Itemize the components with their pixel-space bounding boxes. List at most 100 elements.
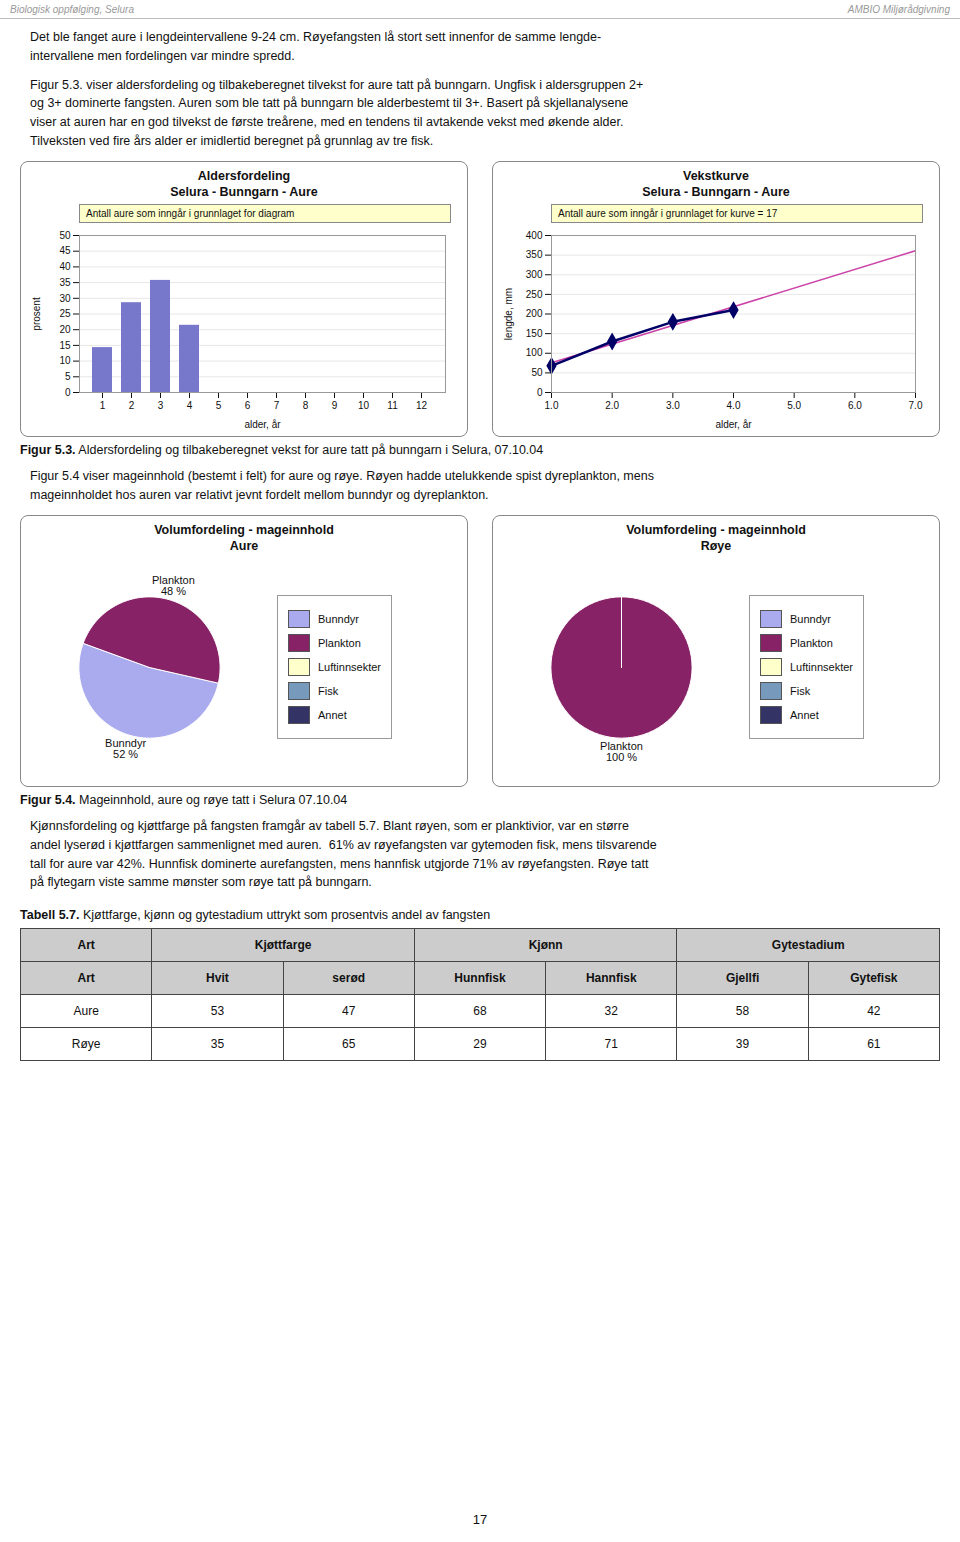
svg-text:1: 1 xyxy=(100,400,106,411)
svg-text:lengde, mm: lengde, mm xyxy=(503,288,514,340)
svg-text:400: 400 xyxy=(526,230,543,241)
html-text:Volumfordeling - mageinnhold: Volumfordeling - mageinnhold xyxy=(154,522,334,537)
svg-text:35: 35 xyxy=(59,277,71,288)
html-text:Kjøttfarge: Kjøttfarge xyxy=(254,938,312,952)
svg-text:50: 50 xyxy=(59,230,71,241)
svg-text:45: 45 xyxy=(59,245,71,256)
svg-text:10: 10 xyxy=(358,400,370,411)
html-text:42: 42 xyxy=(867,1004,881,1018)
svg-text:8: 8 xyxy=(303,400,309,411)
html-text:29: 29 xyxy=(473,1037,487,1051)
html-text:58: 58 xyxy=(735,1004,750,1018)
html-text:Tabell 5.7. Kjøttfarge, kjønn: Tabell 5.7. Kjøttfarge, kjønn og gytesta… xyxy=(20,908,491,922)
svg-text:200: 200 xyxy=(526,308,543,319)
html-text:Art: Art xyxy=(77,938,95,952)
svg-text:0: 0 xyxy=(65,387,71,398)
svg-text:alder, år: alder, år xyxy=(244,419,281,430)
svg-text:4: 4 xyxy=(187,400,193,411)
html-text:Gytestadium: Gytestadium xyxy=(771,938,845,952)
svg-text:350: 350 xyxy=(526,249,543,260)
html-text:Figur 5.4. Mageinnhold, aure o: Figur 5.4. Mageinnhold, aure og røye tat… xyxy=(20,793,348,807)
html-text:Gytefisk: Gytefisk xyxy=(850,971,898,985)
html-text:Kjønnsfordeling og kjøttfarge: Kjønnsfordeling og kjøttfarge på fangste… xyxy=(30,819,657,890)
html-text:Figur 5.3. viser aldersfordeli: Figur 5.3. viser aldersfordeling og tilb… xyxy=(30,77,644,148)
html-text:35: 35 xyxy=(210,1037,225,1051)
svg-text:12: 12 xyxy=(416,400,428,411)
svg-text:9: 9 xyxy=(332,400,338,411)
html-text:39: 39 xyxy=(735,1037,750,1051)
svg-text:5: 5 xyxy=(216,400,222,411)
svg-text:40: 40 xyxy=(59,261,71,272)
html-text:Det ble fanget aure i lengdein: Det ble fanget aure i lengdeintervallene… xyxy=(30,30,602,63)
svg-text:50: 50 xyxy=(531,367,543,378)
svg-text:6.0: 6.0 xyxy=(848,400,862,411)
html-text:Figur 5.3. Aldersfordeling og: Figur 5.3. Aldersfordeling og tilbakeber… xyxy=(20,443,544,457)
html-text:Fisk: Fisk xyxy=(318,685,339,697)
html-text:Aure: Aure xyxy=(73,1004,99,1018)
svg-text:15: 15 xyxy=(59,340,71,351)
html-text:Plankton: Plankton xyxy=(790,637,833,649)
html-text:Aure: Aure xyxy=(229,538,259,553)
html-text:32: 32 xyxy=(604,1004,618,1018)
html-text:Biologisk oppfølging, Selura: Biologisk oppfølging, Selura xyxy=(10,4,134,15)
html-text:65: 65 xyxy=(342,1037,356,1051)
svg-text:2.0: 2.0 xyxy=(605,400,619,411)
svg-text:alder, år: alder, år xyxy=(715,419,752,430)
svg-text:7.0: 7.0 xyxy=(909,400,923,411)
html-text:Volumfordeling - mageinnhold: Volumfordeling - mageinnhold xyxy=(626,522,806,537)
svg-text:1.0: 1.0 xyxy=(545,400,559,411)
html-text:Bunndyr: Bunndyr xyxy=(790,613,831,625)
html-text:Antall aure som inngår i grunn: Antall aure som inngår i grunnlaget for … xyxy=(86,208,295,219)
svg-text:2: 2 xyxy=(129,400,135,411)
html-text:Annet: Annet xyxy=(318,709,347,721)
svg-text:Plankton100 %: Plankton100 % xyxy=(600,740,643,763)
html-text:Plankton: Plankton xyxy=(318,637,361,649)
svg-text:5.0: 5.0 xyxy=(787,400,801,411)
svg-text:30: 30 xyxy=(59,293,71,304)
html-text:53: 53 xyxy=(210,1004,225,1018)
html-text:Hunnfisk: Hunnfisk xyxy=(454,971,506,985)
svg-text:100: 100 xyxy=(526,347,543,358)
html-text:Hvit: Hvit xyxy=(206,971,229,985)
html-text:Hannfisk: Hannfisk xyxy=(585,971,637,985)
html-text:Annet: Annet xyxy=(790,709,819,721)
svg-text:3.0: 3.0 xyxy=(666,400,680,411)
svg-text:5: 5 xyxy=(65,371,71,382)
svg-text:3: 3 xyxy=(158,400,164,411)
html-text:Luftinnsekter: Luftinnsekter xyxy=(318,661,381,673)
html-text:Bunndyr: Bunndyr xyxy=(318,613,359,625)
html-text:Luftinnsekter: Luftinnsekter xyxy=(790,661,853,673)
html-text:61: 61 xyxy=(867,1037,881,1051)
html-text:47: 47 xyxy=(342,1004,356,1018)
html-text:Art: Art xyxy=(77,971,95,985)
html-text:Røye: Røye xyxy=(700,538,732,553)
html-text:Selura - Bunngarn - Aure: Selura - Bunngarn - Aure xyxy=(170,184,318,199)
svg-text:Bunndyr52 %: Bunndyr52 % xyxy=(105,737,146,760)
svg-text:11: 11 xyxy=(387,400,398,411)
html-text:Fisk: Fisk xyxy=(790,685,811,697)
html-text:Røye: Røye xyxy=(71,1037,101,1051)
svg-text:10: 10 xyxy=(59,355,71,366)
html-text:Figur 5.4 viser mageinnhold (b: Figur 5.4 viser mageinnhold (bestemt i f… xyxy=(30,469,654,502)
svg-text:300: 300 xyxy=(526,269,543,280)
svg-text:0: 0 xyxy=(537,387,543,398)
html-text:Kjønn: Kjønn xyxy=(528,938,563,952)
svg-text:150: 150 xyxy=(526,328,543,339)
svg-text:20: 20 xyxy=(59,324,71,335)
html-text:serød: serød xyxy=(332,971,365,985)
svg-text:6: 6 xyxy=(245,400,251,411)
html-text:17: 17 xyxy=(472,1512,488,1527)
html-text:71: 71 xyxy=(604,1037,618,1051)
html-text:Aldersfordeling: Aldersfordeling xyxy=(197,168,291,183)
svg-text:prosent: prosent xyxy=(31,297,42,331)
html-text:Gjellfi: Gjellfi xyxy=(725,971,760,985)
html-text:Vekstkurve: Vekstkurve xyxy=(683,168,749,183)
svg-text:250: 250 xyxy=(526,289,543,300)
svg-text:7: 7 xyxy=(274,400,280,411)
svg-text:4.0: 4.0 xyxy=(727,400,741,411)
html-text:68: 68 xyxy=(473,1004,487,1018)
html-text:AMBIO Miljørådgivning: AMBIO Miljørådgivning xyxy=(847,4,950,15)
svg-text:Plankton48 %: Plankton48 % xyxy=(152,574,195,597)
svg-text:25: 25 xyxy=(59,308,71,319)
html-text:Selura - Bunngarn - Aure: Selura - Bunngarn - Aure xyxy=(642,184,790,199)
